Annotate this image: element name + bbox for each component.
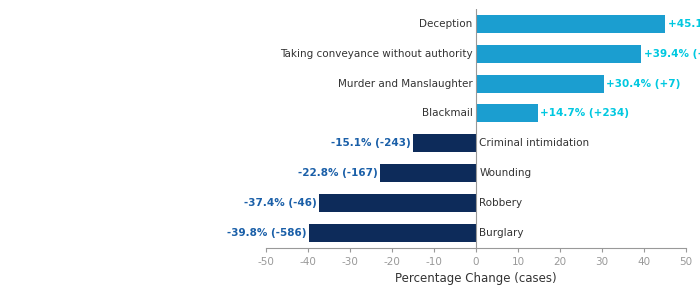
Bar	[476, 45, 641, 63]
Text: -22.8% (-167): -22.8% (-167)	[298, 168, 378, 178]
Text: +39.4% (+218): +39.4% (+218)	[643, 49, 700, 59]
Text: Robbery: Robbery	[480, 198, 522, 208]
Bar	[319, 194, 476, 212]
Bar	[412, 134, 476, 152]
Text: Criminal intimidation: Criminal intimidation	[480, 138, 589, 148]
Text: +45.1% (+8 674): +45.1% (+8 674)	[668, 19, 700, 29]
Text: -39.8% (-586): -39.8% (-586)	[228, 228, 307, 238]
Text: Murder and Manslaughter: Murder and Manslaughter	[338, 79, 472, 88]
Text: Taking conveyance without authority: Taking conveyance without authority	[280, 49, 472, 59]
Bar	[476, 15, 666, 33]
Bar	[476, 75, 603, 93]
Bar	[476, 104, 538, 122]
Text: +14.7% (+234): +14.7% (+234)	[540, 108, 629, 118]
Bar	[380, 164, 476, 182]
Text: Deception: Deception	[419, 19, 473, 29]
Text: -37.4% (-46): -37.4% (-46)	[244, 198, 317, 208]
X-axis label: Percentage Change (cases): Percentage Change (cases)	[395, 272, 556, 285]
Text: Burglary: Burglary	[480, 228, 524, 238]
Bar	[309, 224, 476, 242]
Text: +30.4% (+7): +30.4% (+7)	[606, 79, 680, 88]
Text: Wounding: Wounding	[480, 168, 531, 178]
Text: Blackmail: Blackmail	[422, 108, 472, 118]
Text: -15.1% (-243): -15.1% (-243)	[330, 138, 410, 148]
